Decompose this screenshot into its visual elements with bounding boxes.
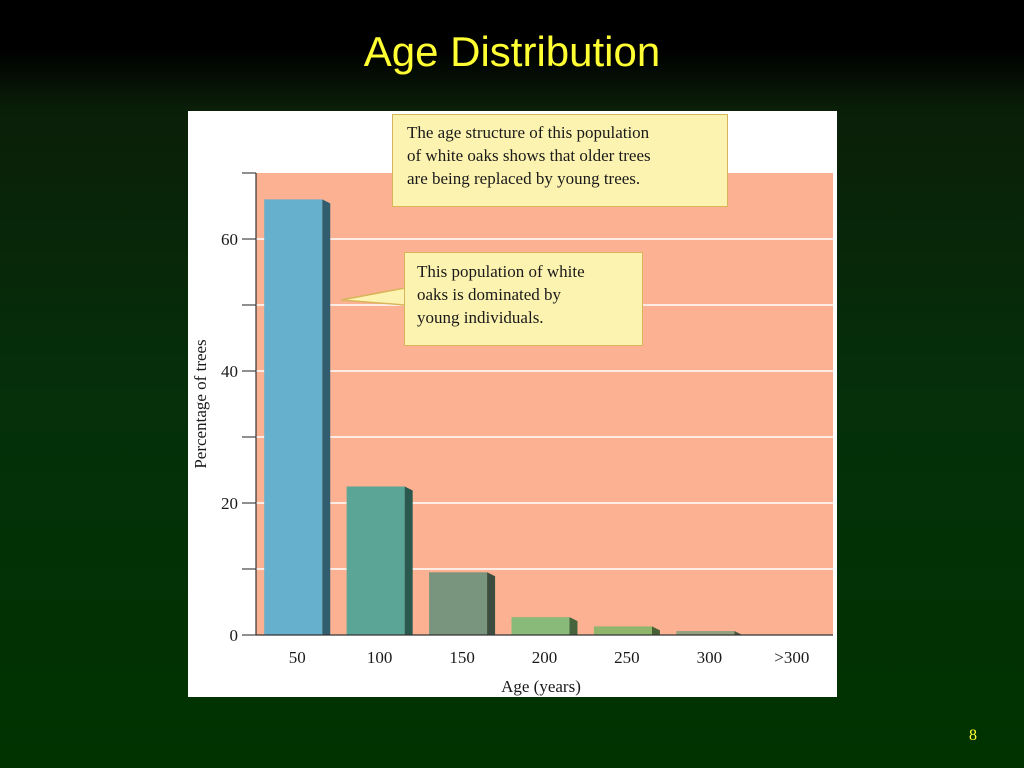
bar-1 — [264, 199, 331, 635]
bar-front — [511, 617, 570, 635]
bar-highlight — [593, 626, 652, 635]
y-tick-label: 40 — [221, 362, 238, 381]
bar-side-shade — [734, 631, 743, 636]
bar-side-shade — [404, 486, 413, 635]
bar-side-shade — [651, 626, 660, 635]
age-distribution-chart: 0 20 40 60 50 100 150 200 250 300 >300 Age (years)… — [191, 172, 833, 696]
bar-side — [569, 617, 578, 635]
slide-title: Age Distribution — [363, 28, 661, 75]
bar-highlight — [676, 631, 735, 635]
x-tick-label: 200 — [532, 648, 558, 667]
bar-side — [487, 572, 496, 635]
x-tick-label: 100 — [367, 648, 393, 667]
bar-side — [734, 631, 743, 636]
x-tick-label: 50 — [289, 648, 306, 667]
bar-highlight — [511, 617, 570, 635]
bar-side-shade — [322, 199, 331, 635]
x-axis-label: Age (years) — [501, 677, 581, 696]
bar-highlight — [346, 486, 405, 635]
bar-side — [322, 199, 331, 635]
bar-front — [264, 199, 323, 635]
bar-6 — [676, 631, 743, 636]
bar-side-shade — [569, 617, 578, 635]
callout-young-dominated: This population of white oaks is dominat… — [404, 252, 643, 346]
bar-5 — [593, 626, 660, 635]
x-tick-label: 250 — [614, 648, 640, 667]
bar-highlight — [264, 199, 323, 635]
bar-3 — [429, 572, 496, 635]
bar-4 — [511, 617, 578, 635]
x-tick-label: >300 — [774, 648, 809, 667]
y-tick-label: 20 — [221, 494, 238, 513]
bars — [264, 199, 743, 636]
bar-side-shade — [487, 572, 496, 635]
x-tick-label: 300 — [697, 648, 723, 667]
bar-2 — [346, 486, 413, 635]
page-number: 8 — [969, 727, 977, 744]
y-tick-label: 60 — [221, 230, 238, 249]
bar-front — [593, 626, 652, 635]
bar-highlight — [429, 572, 488, 635]
y-tick-label: 0 — [230, 626, 239, 645]
tick-labels: 0 20 40 60 50 100 150 200 250 300 >300 — [221, 230, 809, 667]
callout-age-structure: The age structure of this population of … — [392, 114, 728, 207]
plot-background — [256, 173, 833, 635]
x-tick-label: 150 — [449, 648, 475, 667]
bar-side — [404, 486, 413, 635]
figure-panel: 0 20 40 60 50 100 150 200 250 300 >300 Age (years)… — [188, 111, 837, 697]
y-axis-label: Percentage of trees — [191, 339, 210, 468]
bar-front — [676, 631, 735, 635]
bar-front — [346, 486, 405, 635]
bar-side — [651, 626, 660, 635]
bar-front — [429, 572, 488, 635]
axis-ticks — [242, 172, 256, 636]
